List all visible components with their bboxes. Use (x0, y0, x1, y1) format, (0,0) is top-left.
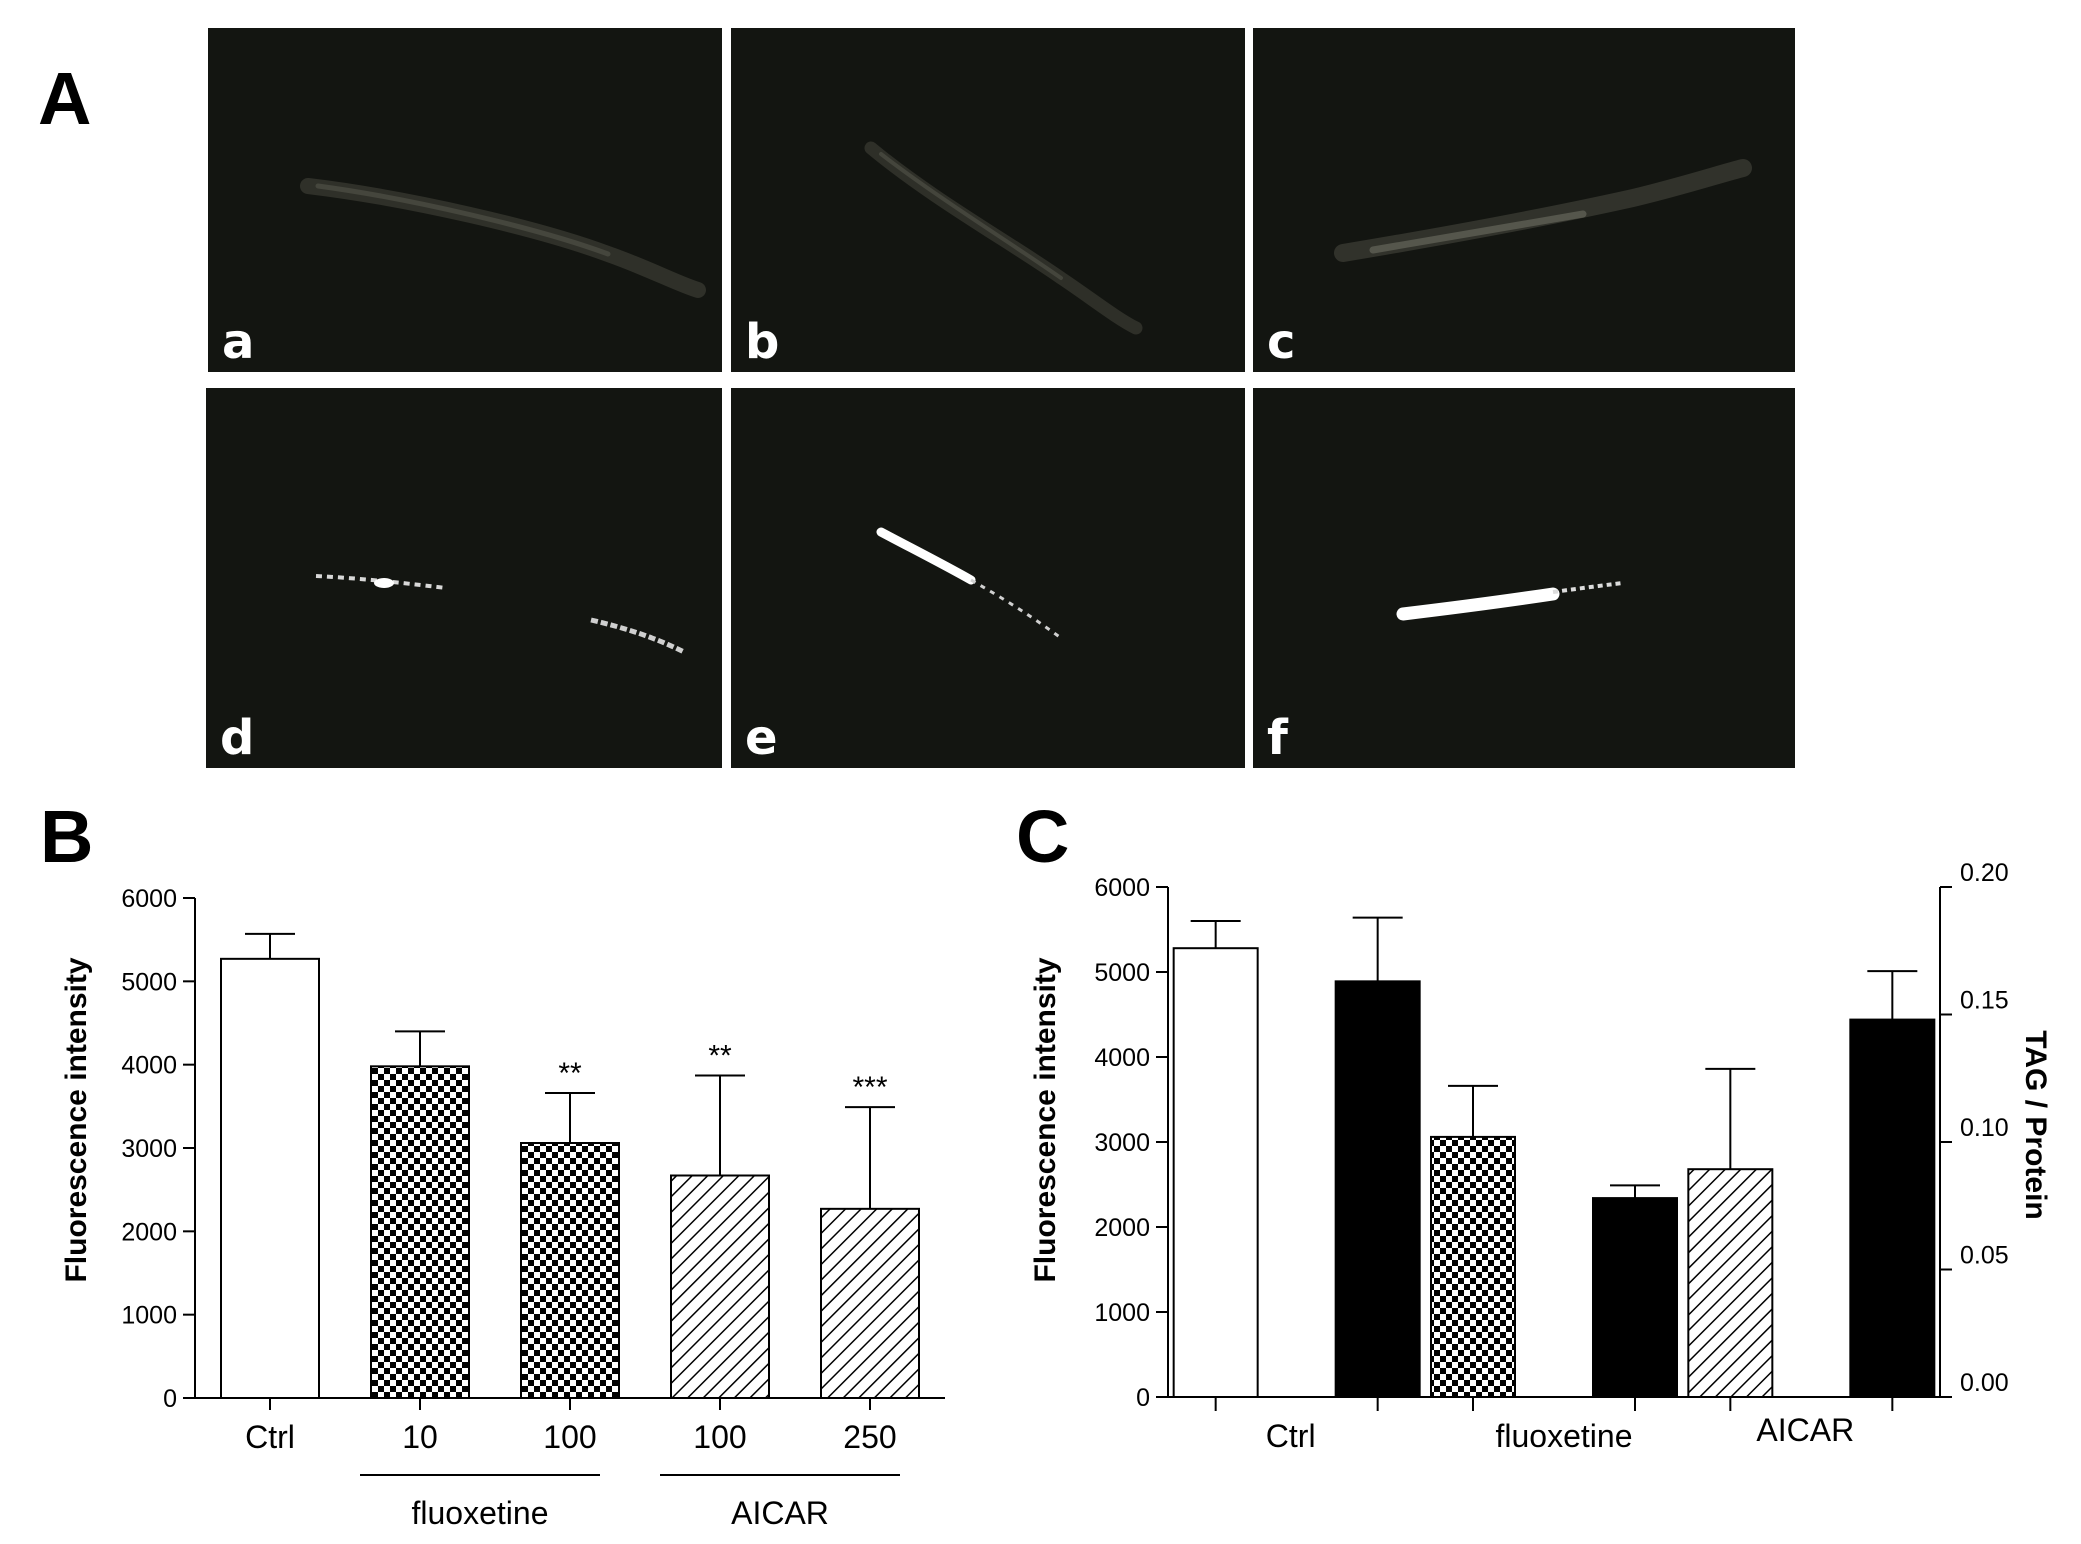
chart-b-x-tick-label: Ctrl (245, 1419, 295, 1455)
chart-b-y-tick-label: 2000 (121, 1218, 177, 1246)
worm-b (864, 141, 1143, 335)
chart-c-x-tick-label: AICAR (1756, 1412, 1854, 1448)
chart-b-bar (820, 1207, 920, 1400)
chart-b-x-tick-label: 250 (843, 1419, 896, 1455)
worm-a (300, 178, 706, 298)
micrograph-label-e: e (745, 710, 778, 766)
chart-b-y-tick-label: 6000 (121, 885, 177, 913)
chart-c-y-tick-label: 4000 (1094, 1044, 1150, 1072)
chart-b-x-tick-label: 100 (693, 1419, 746, 1455)
chart-b-significance-label: ** (708, 1040, 732, 1073)
chart-b-y-tick-label: 4000 (121, 1052, 177, 1080)
chart-c-y-tick-label: 2000 (1094, 1214, 1150, 1242)
chart-c-bar-fluorescence (1172, 947, 1259, 1398)
chart-b-bar (220, 957, 320, 1399)
worm-e (876, 527, 1062, 640)
chart-b-y-tick-label: 5000 (121, 968, 177, 996)
micrograph-label-c: c (1267, 314, 1296, 370)
micrograph-f: f (1253, 388, 1795, 768)
chart-c-x-tick-label: Ctrl (1266, 1418, 1316, 1454)
chart-c-y2-tick-label: 0.15 (1960, 987, 2009, 1015)
chart-c-y2-tick-label: 0.10 (1960, 1114, 2009, 1142)
chart-c-y2-tick-label: 0.05 (1960, 1242, 2009, 1270)
worm-c (1334, 159, 1752, 262)
chart-c-y-tick-label: 3000 (1094, 1129, 1150, 1157)
micrograph-b: b (731, 28, 1245, 372)
chart-b-ylabel: Fluorescence intensity (60, 957, 93, 1282)
chart-c-y2-tick-label: 0.20 (1960, 859, 2009, 887)
micrograph-d: d (206, 388, 722, 768)
chart-b-significance-label: *** (852, 1071, 887, 1104)
chart-c-bar-tag-protein (1592, 1197, 1678, 1398)
chart-b-y-tick-label: 0 (163, 1385, 177, 1413)
chart-b-significance-label: ** (558, 1057, 582, 1090)
chart-c-y-tick-label: 1000 (1094, 1299, 1150, 1327)
micrograph-a: a (208, 28, 722, 372)
panel-label-a: A (38, 57, 92, 140)
micrograph-e: e (731, 388, 1245, 768)
chart-c-y2-tick-label: 0.00 (1960, 1369, 2009, 1397)
chart-b-x-tick-label: 10 (402, 1419, 438, 1455)
micrograph-label-d: d (220, 710, 255, 766)
chart-b-x-tick-label: 100 (543, 1419, 596, 1455)
chart-c-y-tick-label: 6000 (1094, 874, 1150, 902)
chart-b-bar (370, 1065, 470, 1400)
panel-label-c: C (1016, 795, 1070, 878)
chart-c-y2label: TAG / Protein (2019, 1030, 2052, 1219)
chart-c-bar-tag-protein (1849, 1018, 1936, 1398)
worm-f (1396, 581, 1624, 621)
micrograph-label-a: a (222, 314, 255, 370)
chart-b-group-label: AICAR (731, 1495, 829, 1531)
chart-c-ylabel: Fluorescence intensity (1029, 957, 1062, 1282)
chart-b-bar (670, 1174, 770, 1399)
micrograph-label-b: b (745, 314, 780, 370)
chart-c-bar-fluorescence (1687, 1168, 1774, 1398)
chart-b-y-tick-label: 1000 (121, 1302, 177, 1330)
micrograph-c: c (1253, 28, 1795, 372)
chart-b-y-tick-label: 3000 (121, 1135, 177, 1163)
chart-c-y-tick-label: 0 (1136, 1384, 1150, 1412)
chart-c-bar-tag-protein (1334, 980, 1421, 1398)
chart-c-x-tick-label: fluoxetine (1496, 1418, 1633, 1454)
chart-c-bar-fluorescence (1430, 1135, 1516, 1399)
worm-d (315, 574, 686, 655)
chart-c-y-tick-label: 5000 (1094, 959, 1150, 987)
chart-b-group-label: fluoxetine (412, 1495, 549, 1531)
panel-label-b: B (40, 795, 94, 878)
micrograph-label-f: f (1267, 710, 1288, 766)
